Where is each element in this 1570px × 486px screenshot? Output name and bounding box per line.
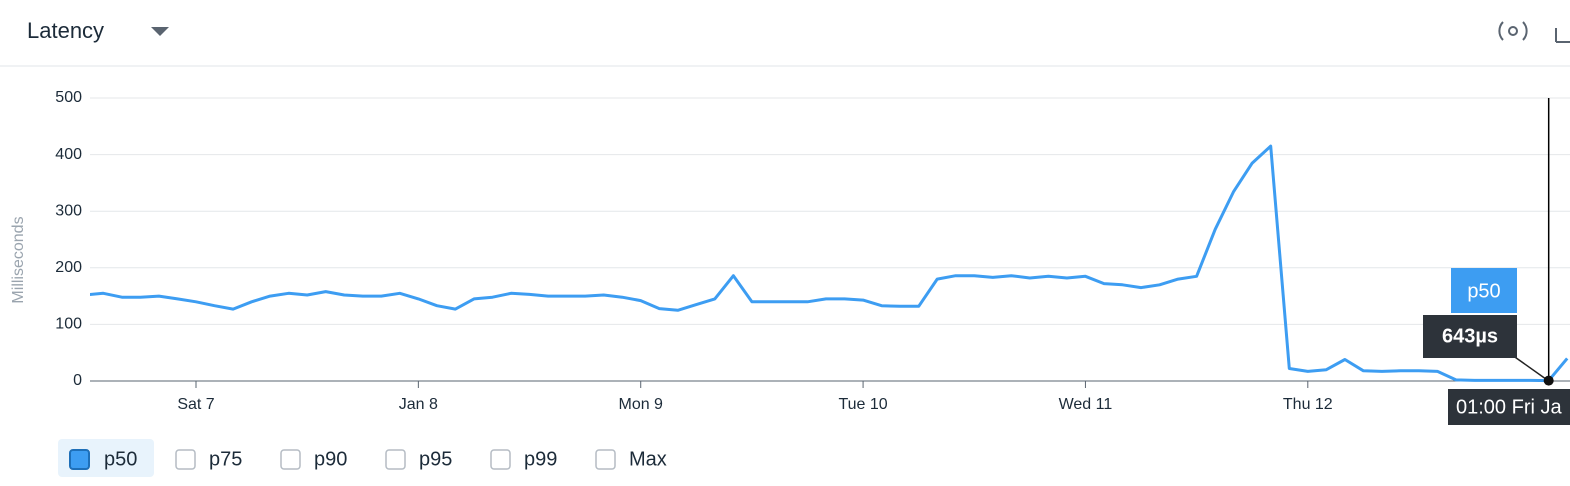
x-tick-label: Thu 12 xyxy=(1283,396,1333,413)
tooltip-point xyxy=(1543,375,1554,386)
tooltip-series-box xyxy=(1451,268,1517,313)
legend-checkbox[interactable] xyxy=(385,449,406,470)
legend-checkbox[interactable] xyxy=(280,449,301,470)
y-tick-label: 100 xyxy=(55,316,82,333)
y-tick-label: 0 xyxy=(73,372,82,389)
tooltip-series: p50 xyxy=(1467,280,1500,302)
tooltip-time-box xyxy=(1448,389,1570,425)
y-tick-label: 400 xyxy=(55,146,82,163)
y-tick-label: 200 xyxy=(55,259,82,276)
legend-label[interactable]: p50 xyxy=(104,448,137,470)
tooltip-time: 01:00 Fri Ja xyxy=(1456,396,1562,418)
legend-checkbox[interactable] xyxy=(490,449,511,470)
legend-checkbox[interactable] xyxy=(595,449,616,470)
y-tick-label: 300 xyxy=(55,202,82,219)
x-tick-label: Mon 9 xyxy=(618,396,663,413)
legend-label[interactable]: p99 xyxy=(524,448,557,470)
tooltip-value-box xyxy=(1423,315,1517,358)
legend-checkbox[interactable] xyxy=(69,449,90,470)
legend-label[interactable]: p90 xyxy=(314,448,347,470)
dropdown-arrow[interactable] xyxy=(151,27,169,36)
live-icon[interactable] xyxy=(1498,21,1528,41)
export-icon[interactable] xyxy=(1555,28,1570,43)
widget-title: Latency xyxy=(27,18,104,43)
y-tick-label: 500 xyxy=(55,89,82,106)
x-tick-label: Wed 11 xyxy=(1059,396,1113,413)
tooltip-pointer xyxy=(1511,354,1550,382)
legend-checkbox[interactable] xyxy=(175,449,196,470)
legend-label[interactable]: p75 xyxy=(209,448,242,470)
tooltip-value: 643µs xyxy=(1442,325,1498,347)
legend-label[interactable]: p95 xyxy=(419,448,452,470)
x-tick-label: Tue 10 xyxy=(838,396,887,413)
x-tick-label: Jan 8 xyxy=(399,396,438,413)
x-tick-label: Sat 7 xyxy=(177,396,214,413)
series-line xyxy=(90,144,1569,383)
legend-label[interactable]: Max xyxy=(629,448,667,470)
y-axis-label: Milliseconds xyxy=(10,216,27,303)
